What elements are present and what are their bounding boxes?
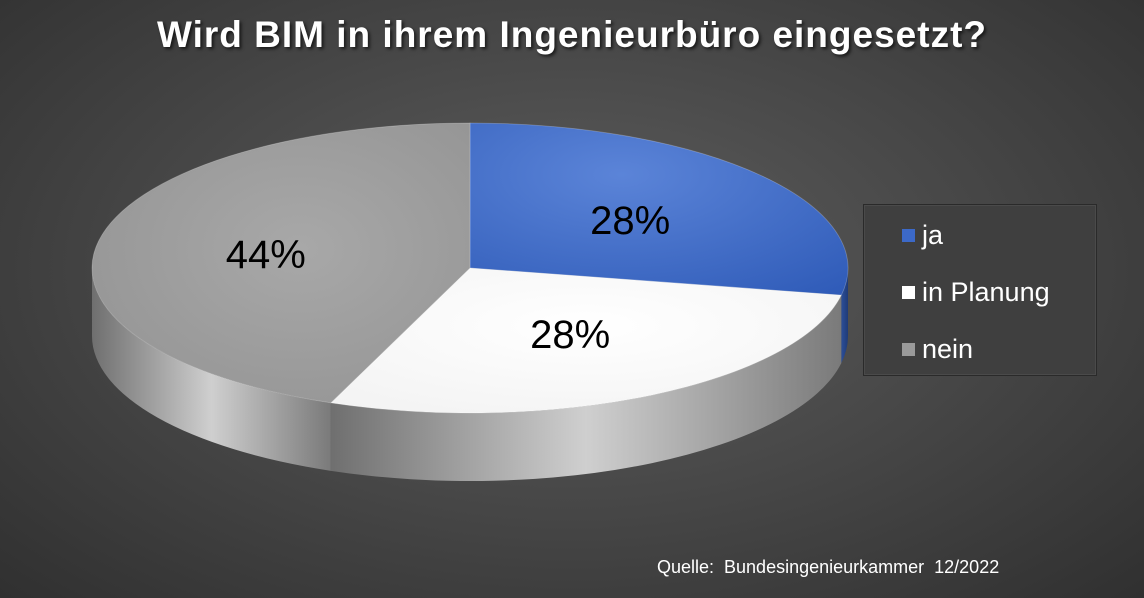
legend-label-ja: ja [922, 220, 944, 250]
legend-swatch-nein [902, 343, 915, 356]
pie-side-nein [92, 268, 331, 471]
chart-title: Wird BIM in ihrem Ingenieurbüro eingeset… [157, 14, 987, 55]
pie-label-ja: 28% [590, 199, 670, 243]
pie-slice-in-planung [329, 267, 842, 414]
legend-item-in-planung: in Planung [902, 277, 1050, 308]
legend-swatch-ja [902, 229, 915, 242]
pie-side-in-planung [330, 295, 842, 481]
legend-label-in-planung: in Planung [922, 277, 1050, 307]
pie-slice-ja [469, 122, 849, 296]
pie-side-ja [841, 268, 848, 364]
source-note: Quelle: Bundesingenieurkammer 12/2022 [657, 557, 1000, 577]
pie-label-in-planung: 28% [530, 313, 610, 357]
pie-label-nein: 44% [226, 233, 306, 277]
legend-label-nein: nein [922, 334, 974, 364]
legend-swatch-in-planung [902, 286, 915, 299]
legend-item-nein: nein [902, 334, 973, 365]
legend-item-ja: ja [902, 220, 943, 251]
pie-slice-nein [91, 122, 471, 404]
legend: ja in Planung nein [863, 204, 1097, 376]
